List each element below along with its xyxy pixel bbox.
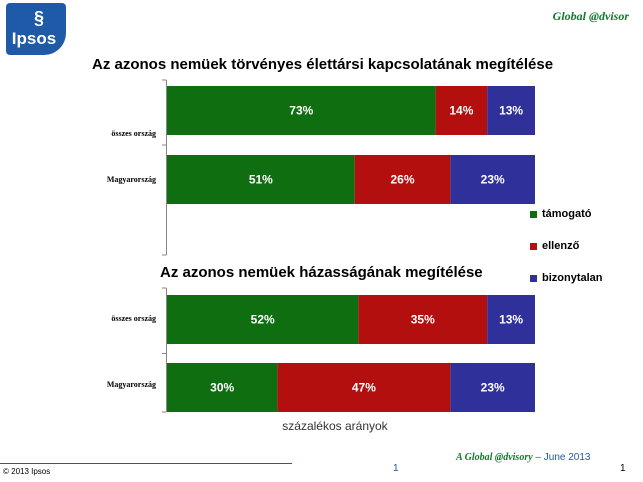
ipsos-logo-text: Ipsos xyxy=(11,29,57,48)
legend-label: ellenző xyxy=(542,240,580,252)
bar-támogató-1 xyxy=(167,363,278,412)
bar-ellenző-1 xyxy=(354,155,451,204)
bar-támogató-0 xyxy=(167,86,436,135)
bar-bizonytalan-0 xyxy=(487,295,535,344)
data-label: 26% xyxy=(391,173,415,187)
bar-ellenző-0 xyxy=(358,295,488,344)
chart-2-title: Az azonos nemüek házasságának megítélése xyxy=(160,264,483,281)
chart-1-category-label: összes ország xyxy=(111,129,156,138)
data-label: 73% xyxy=(289,104,313,118)
legend-label: bizonytalan xyxy=(542,272,603,284)
bar-bizonytalan-1 xyxy=(450,363,535,412)
data-label: 30% xyxy=(210,381,234,395)
legend-swatch xyxy=(530,275,537,282)
footer-brand: A Global @dvisory – June 2013 xyxy=(456,452,590,463)
slide-number: 1 xyxy=(393,463,399,474)
chart-1-title: Az azonos nemüek törvényes élettársi kap… xyxy=(92,56,554,73)
chart-2-category-label: összes ország xyxy=(111,314,156,323)
data-label: 13% xyxy=(499,313,523,327)
bar-bizonytalan-0 xyxy=(487,86,535,135)
page-number: 1 xyxy=(620,463,626,474)
legend-swatch xyxy=(530,211,537,218)
footer-brand-name: A Global @dvisory xyxy=(456,452,533,463)
data-label: 14% xyxy=(449,104,473,118)
bar-támogató-0 xyxy=(167,295,359,344)
data-label: 23% xyxy=(481,173,505,187)
copyright: © 2013 Ipsos xyxy=(3,467,51,476)
bar-ellenző-1 xyxy=(277,363,451,412)
footer-brand-date: – June 2013 xyxy=(532,452,591,463)
data-label: 13% xyxy=(499,104,523,118)
brand-name: Global @dvisor xyxy=(552,9,629,23)
legend-swatch xyxy=(530,243,537,250)
bar-ellenző-0 xyxy=(435,86,488,135)
bar-bizonytalan-1 xyxy=(450,155,535,204)
data-label: 47% xyxy=(352,381,376,395)
data-label: 51% xyxy=(249,173,273,187)
chart-2-category-label: Magyarország xyxy=(106,380,156,389)
ipsos-logo-mark-icon: § xyxy=(33,8,44,28)
ipsos-logo: § Ipsos xyxy=(6,3,66,55)
footer-divider xyxy=(0,463,292,464)
data-label: 52% xyxy=(251,313,275,327)
chart-1-category-label: Magyarország xyxy=(106,175,156,184)
data-label: 35% xyxy=(411,313,435,327)
data-label: 23% xyxy=(481,381,505,395)
legend-label: támogató xyxy=(542,208,592,220)
x-axis-label: százalékos arányok xyxy=(282,419,388,433)
bar-támogató-1 xyxy=(167,155,355,204)
